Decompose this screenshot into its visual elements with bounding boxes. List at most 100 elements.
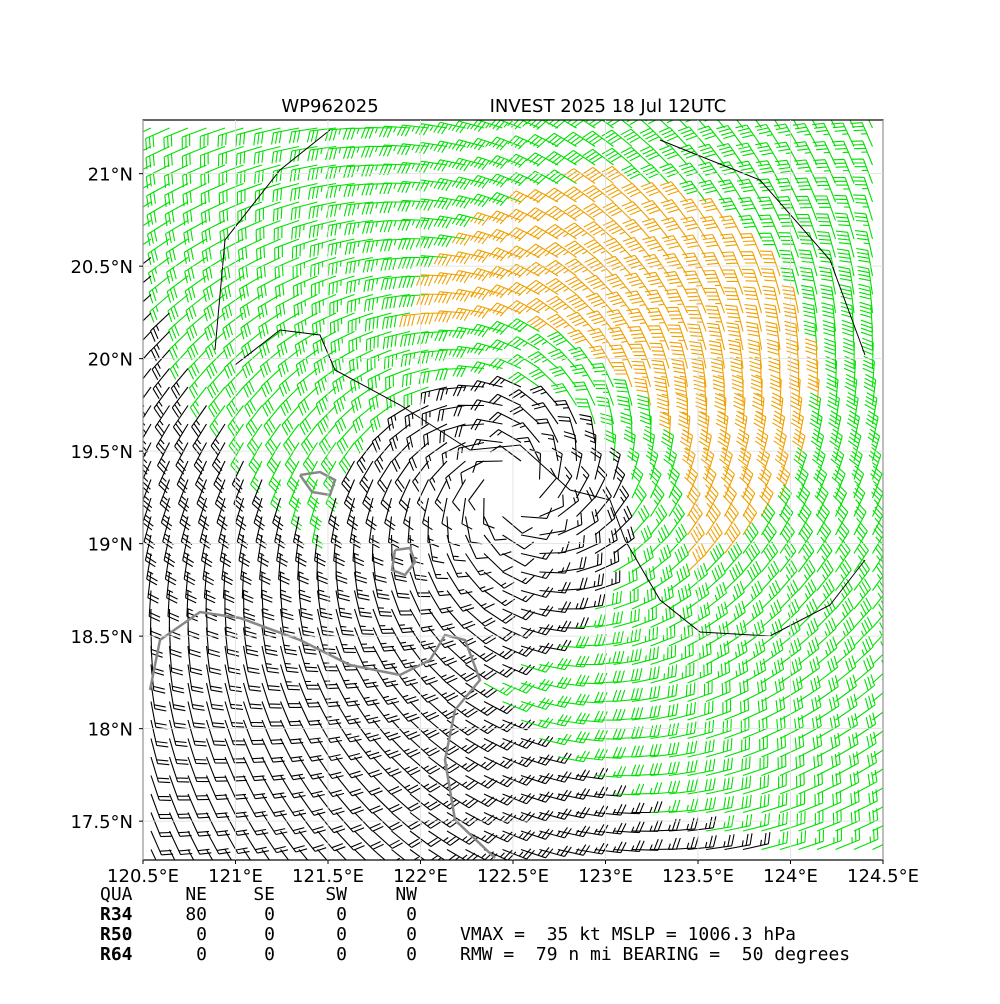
- wind-barb: [279, 664, 300, 691]
- wind-barb: [695, 393, 708, 425]
- wind-barb: [241, 331, 263, 359]
- wind-barb: [687, 758, 716, 777]
- wind-barb: [348, 330, 374, 353]
- wind-barb: [749, 356, 763, 388]
- x-tick-label: 124°E: [763, 866, 818, 887]
- wind-barb: [742, 793, 770, 814]
- wind-barb: [369, 405, 392, 433]
- wind-barb: [539, 676, 572, 690]
- wind-barb: [584, 257, 614, 277]
- wind-barb: [279, 645, 299, 673]
- wind-barb: [779, 734, 805, 758]
- wind-barb: [237, 238, 263, 262]
- wind-barb: [687, 323, 707, 351]
- wind-barb: [834, 194, 855, 221]
- wind-barb: [470, 156, 503, 171]
- wind-barb: [779, 811, 806, 832]
- wind-barb: [308, 219, 337, 239]
- wind-barb: [679, 429, 694, 462]
- wind-barb: [659, 181, 688, 203]
- wind-barb: [183, 238, 207, 265]
- wind-barb: [639, 145, 670, 166]
- wind-barb: [149, 608, 162, 640]
- island: [298, 470, 337, 497]
- wind-barb: [705, 562, 726, 591]
- wind-barb: [465, 645, 497, 662]
- wind-barb: [397, 218, 429, 231]
- wind-barb: [390, 590, 413, 616]
- wind-barb: [253, 145, 281, 165]
- wind-barb: [470, 267, 503, 282]
- wind-barb: [354, 719, 382, 742]
- wind-barb: [168, 738, 189, 765]
- wind-barb: [853, 655, 875, 684]
- wind-barb: [415, 141, 448, 155]
- wind-barb: [274, 256, 300, 280]
- x-tick-label: 123.5°E: [662, 866, 734, 887]
- wind-barb: [451, 288, 485, 302]
- wind-barb: [364, 312, 392, 332]
- wind-barb: [816, 771, 842, 795]
- wind-barb: [772, 410, 786, 443]
- wind-barb: [795, 195, 818, 221]
- wind-barb: [146, 183, 170, 208]
- x-tick-label: 121°E: [208, 866, 263, 887]
- wind-barb: [798, 810, 824, 832]
- wind-barb: [270, 479, 282, 512]
- wind-barb: [779, 830, 807, 851]
- wind-barb: [338, 442, 355, 474]
- wind-barb: [470, 305, 503, 319]
- wind-barb: [576, 767, 609, 780]
- wind-barb: [622, 236, 651, 258]
- wind-barb: [172, 405, 189, 437]
- table-cell: R34: [100, 904, 133, 925]
- wind-barb: [650, 742, 680, 758]
- wind-barb: [483, 682, 516, 696]
- wind-barb: [483, 848, 517, 860]
- wind-barb: [205, 627, 221, 658]
- stats-line: VMAX = 35 kt MSLP = 1006.3 hPa: [460, 924, 796, 945]
- wind-barb: [235, 127, 263, 147]
- x-tick-label: 122.5°E: [477, 866, 549, 887]
- wind-barb: [289, 164, 318, 182]
- wind-barb: [246, 423, 263, 456]
- wind-barb: [372, 701, 400, 723]
- wind-barb: [681, 234, 707, 258]
- wind-barb: [631, 762, 663, 777]
- wind-barb: [520, 586, 554, 598]
- wind-barb: [507, 263, 540, 279]
- wind-barb: [594, 631, 624, 647]
- wind-barb: [705, 718, 732, 740]
- wind-barb: [802, 302, 818, 332]
- wind-barb: [738, 214, 762, 240]
- wind-barb: [391, 701, 420, 722]
- wind-barb: [658, 126, 688, 147]
- wind-barb: [396, 124, 429, 137]
- wind-barb: [422, 497, 433, 531]
- wind-barb: [584, 274, 614, 295]
- wind-barb: [381, 312, 411, 330]
- wind-barb: [428, 590, 454, 614]
- wind-barb: [470, 174, 503, 189]
- wind-barb: [724, 541, 743, 573]
- wind-barb: [557, 597, 589, 610]
- wind-barb: [397, 162, 429, 175]
- wind-barb: [596, 396, 615, 425]
- wind-barb: [662, 253, 688, 277]
- wind-barb: [217, 145, 244, 167]
- wind-barb: [378, 144, 411, 157]
- wind-barb: [428, 793, 460, 810]
- wind-barb: [557, 466, 573, 499]
- wind-barb: [391, 738, 421, 758]
- wind-barb: [217, 127, 244, 148]
- wind-barb: [798, 540, 815, 573]
- wind-barb: [368, 386, 392, 412]
- wind-barb: [736, 428, 750, 462]
- wind-barb: [751, 392, 765, 425]
- wind-barb: [576, 466, 590, 499]
- wind-barb: [192, 423, 207, 456]
- wind-barb: [488, 155, 522, 170]
- wind-barb: [761, 638, 784, 665]
- wind-barb: [206, 830, 231, 855]
